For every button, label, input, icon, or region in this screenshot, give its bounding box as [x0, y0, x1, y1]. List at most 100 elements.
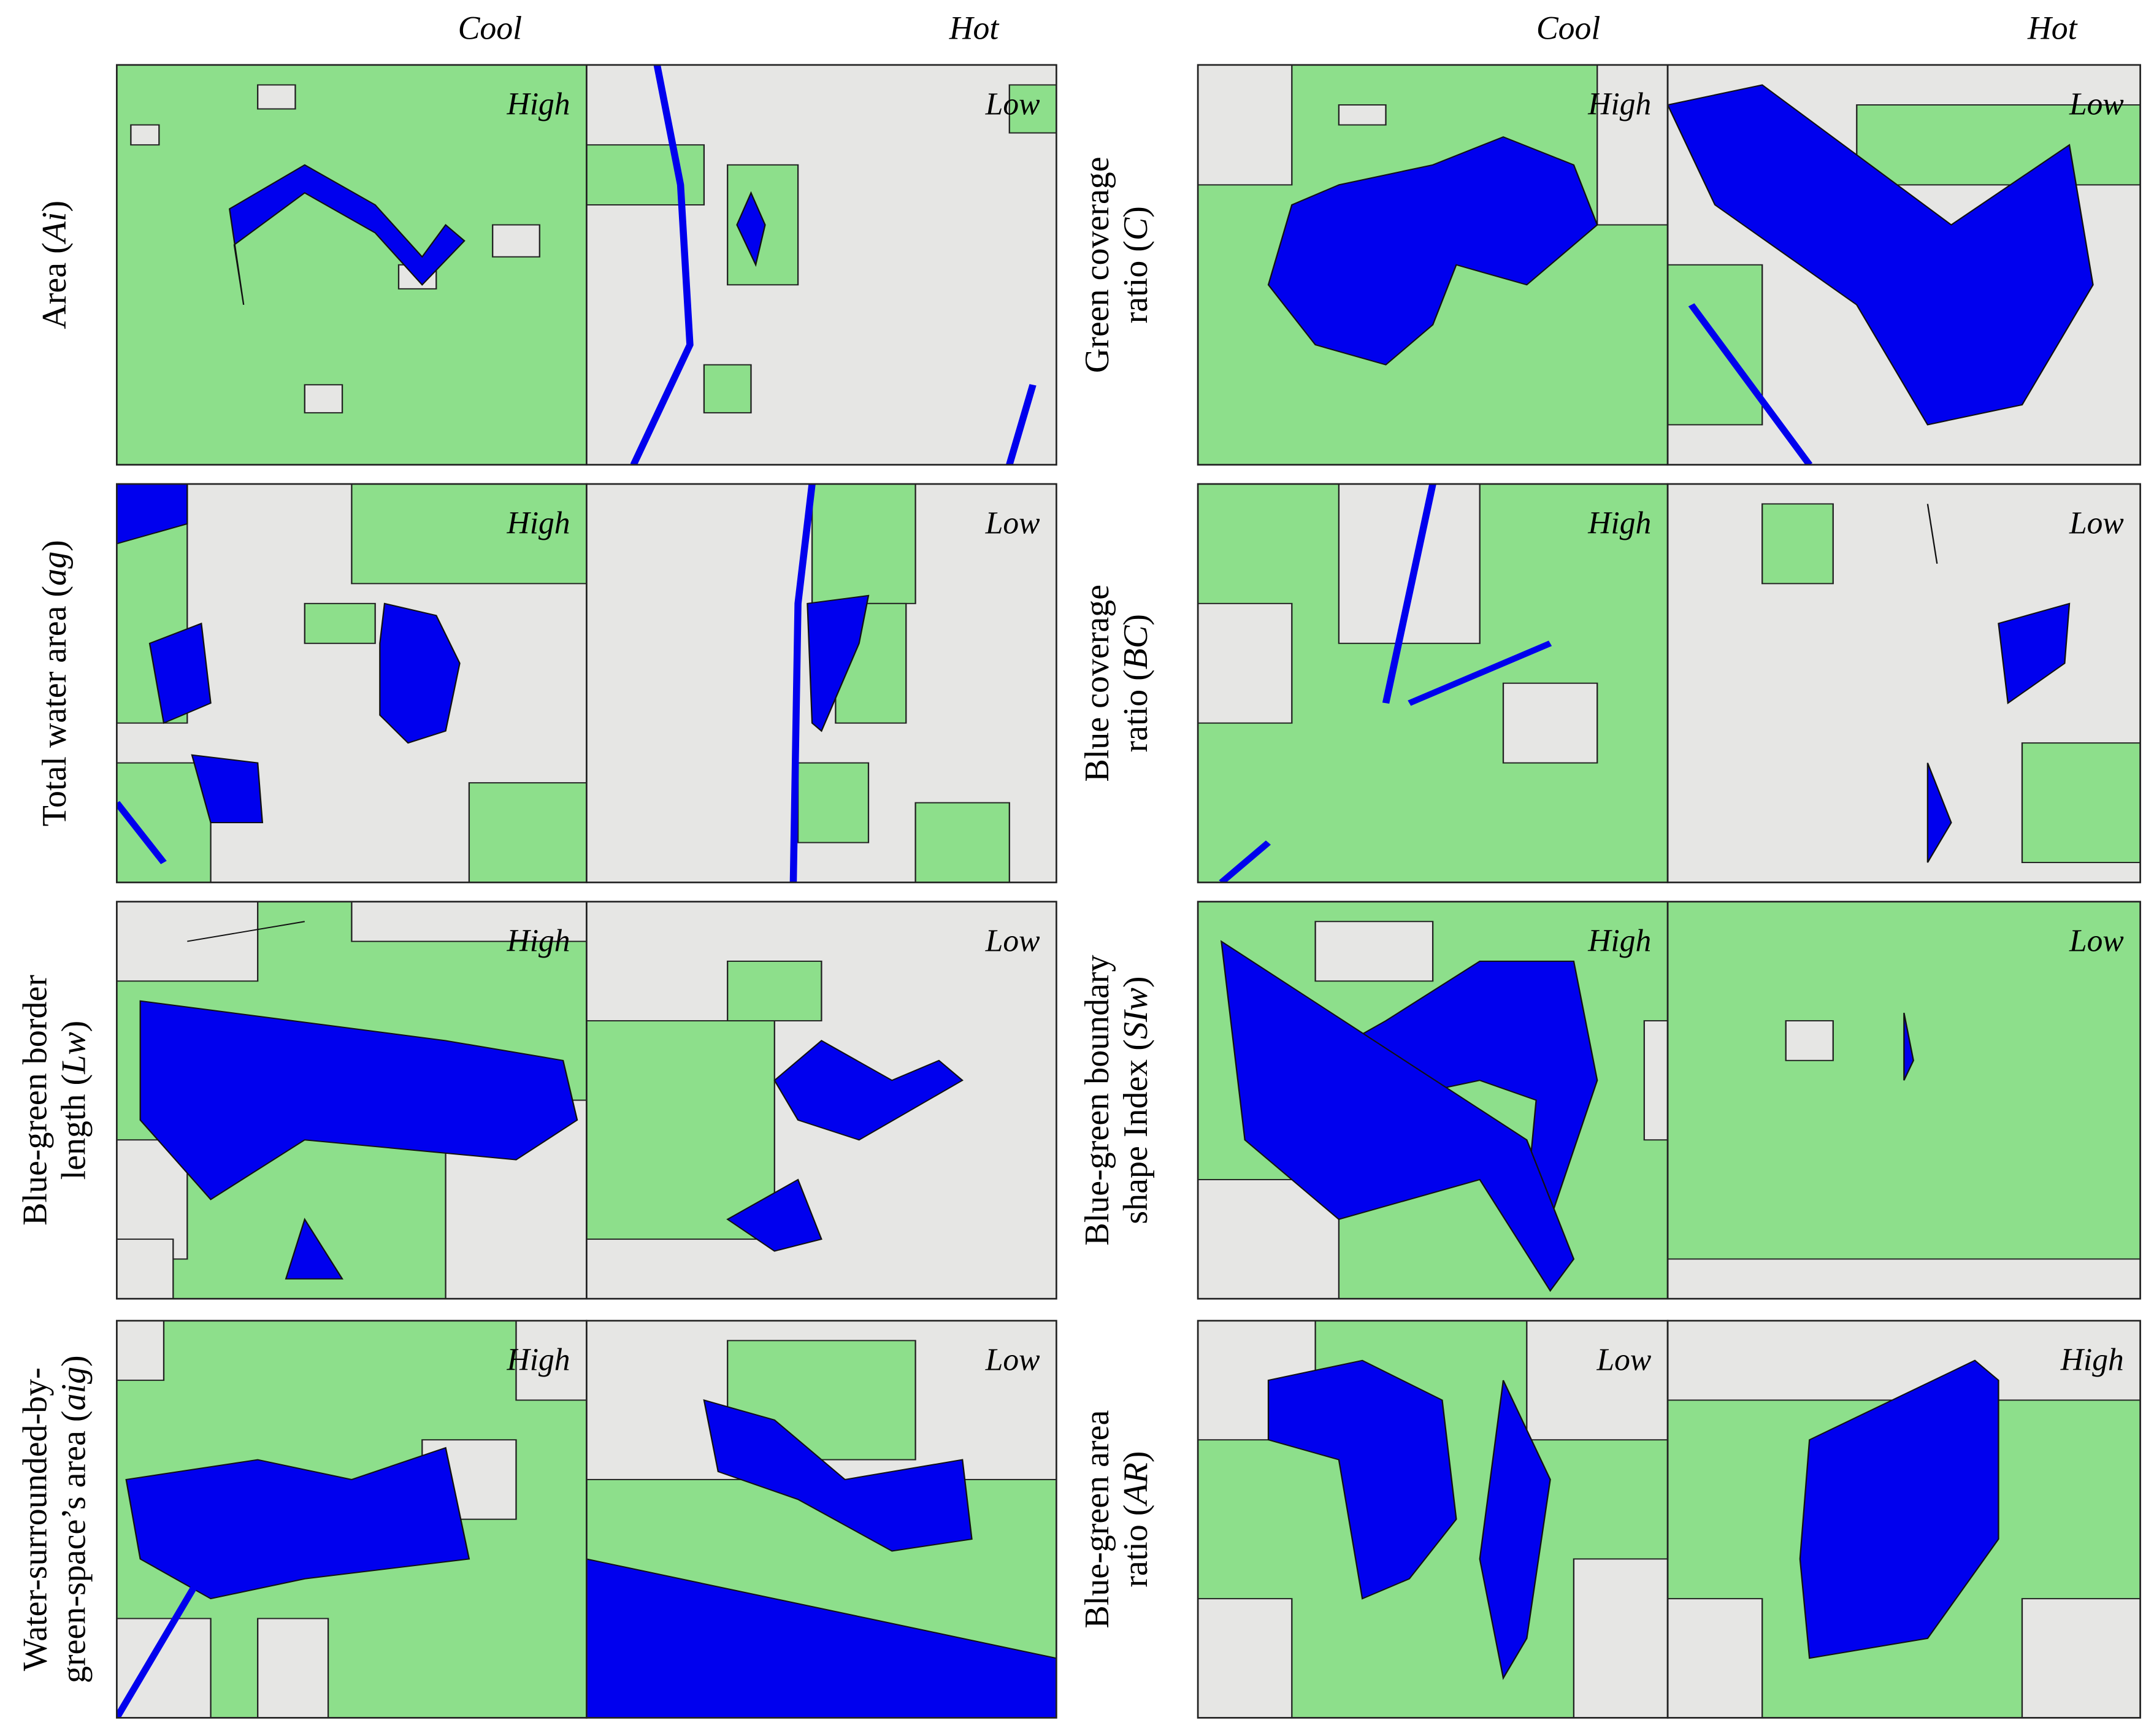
land-patch: [515, 1321, 587, 1401]
panel-frame: [1666, 1319, 2141, 1719]
water-body: [1267, 136, 1598, 366]
panel-tag: High: [1587, 924, 1651, 959]
river: [789, 483, 816, 883]
panel-tag: High: [507, 1343, 570, 1378]
water-body: [1799, 1359, 1999, 1659]
land-patch: [1668, 1258, 2141, 1299]
map-panel: [586, 64, 1057, 465]
water-body: [773, 1040, 964, 1141]
panel-frame: [1666, 483, 2141, 883]
row-label: Water-surrounded-by-: [17, 1367, 55, 1671]
land-patch: [1761, 503, 1834, 585]
panel-tag: Low: [1596, 1343, 1651, 1378]
land-patch: [257, 1618, 329, 1718]
panel-frame: [1666, 64, 2141, 466]
land-patch: [492, 224, 540, 258]
land-patch: [1198, 64, 1293, 186]
water-body: [703, 1399, 973, 1552]
row-label: Blue coverage: [1078, 585, 1116, 782]
land-patch: [1008, 84, 1057, 134]
panel-frame: [1666, 901, 2141, 1300]
column-header: Hot: [949, 9, 1000, 46]
land-patch: [586, 144, 705, 205]
river: [1382, 483, 1436, 704]
map-panel: [117, 483, 587, 883]
map-panel: [117, 64, 587, 465]
panel-frame: [586, 901, 1057, 1300]
land-patch: [1643, 1020, 1668, 1141]
column-header: Hot: [2027, 9, 2079, 46]
river: [1006, 384, 1037, 465]
water-body: [228, 164, 466, 305]
river: [117, 801, 167, 864]
panel-frame: [586, 64, 1057, 466]
water-body: [148, 622, 212, 724]
water-body: [726, 1178, 822, 1252]
panel-tag: Low: [985, 506, 1040, 541]
land-patch: [2021, 1598, 2141, 1718]
panel-background: [1668, 901, 2141, 1299]
land-patch: [304, 602, 376, 644]
row-label: shape Index (SIw): [1117, 976, 1155, 1224]
map-panel: [1198, 901, 1668, 1299]
row-label: Area (Ai): [36, 201, 74, 329]
row-label: Blue-green border: [17, 975, 55, 1226]
land-patch: [1338, 104, 1387, 126]
water-body: [191, 754, 264, 824]
water-body: [139, 1000, 578, 1200]
water-body: [736, 191, 766, 267]
map-panel: [1198, 483, 1668, 883]
water-body: [379, 602, 461, 744]
water-body: [1903, 1012, 1914, 1081]
land-patch: [1198, 1598, 1293, 1718]
row-label: Total water area (ag): [36, 540, 74, 826]
map-panel: [1198, 64, 1668, 465]
river: [1219, 840, 1271, 883]
water-body: [807, 594, 870, 732]
land-patch: [2021, 742, 2141, 864]
land-patch: [797, 762, 870, 843]
column-header: Cool: [458, 9, 523, 46]
land-patch: [468, 782, 587, 883]
panel-tag: High: [507, 86, 570, 121]
panel-background: [586, 64, 1057, 465]
land-patch: [1856, 104, 2141, 186]
panel-tag: Low: [2069, 86, 2124, 121]
land-patch: [811, 483, 916, 604]
panel-tag: High: [507, 924, 570, 959]
map-panel: [586, 483, 1057, 883]
row-label: ratio (AR): [1117, 1451, 1155, 1588]
panel-frame: [586, 483, 1057, 883]
row-label: green-space’s area (aig): [55, 1355, 93, 1683]
water-body: [1479, 1380, 1551, 1680]
water-body: [285, 1218, 343, 1280]
river: [1688, 303, 1813, 465]
land-patch: [1668, 264, 1763, 426]
row-label: length (Lw): [55, 1021, 93, 1180]
panel-tag: Low: [985, 1343, 1040, 1378]
water-body: [1267, 1359, 1457, 1600]
panel-frame: [586, 1319, 1057, 1719]
panel-tag: Low: [2069, 506, 2124, 541]
panel-tag: High: [2060, 1343, 2124, 1378]
land-patch: [586, 1020, 775, 1240]
land-patch: [351, 901, 587, 942]
panel-tag: Low: [985, 86, 1040, 121]
map-panel: [1668, 901, 2141, 1299]
panel-tag: Low: [985, 924, 1040, 959]
map-panel: [1668, 1321, 2141, 1718]
land-patch: [1314, 921, 1434, 982]
water-body: [1926, 762, 1952, 863]
map-panel: [1198, 1321, 1668, 1718]
land-patch: [1668, 1321, 2141, 1401]
map-panel: [117, 901, 587, 1299]
land-patch: [117, 901, 259, 982]
land-patch: [117, 1321, 165, 1381]
row-label: Blue-green boundary: [1078, 954, 1116, 1245]
water-body: [1998, 602, 2071, 705]
land-patch: [304, 384, 343, 413]
land-patch: [257, 84, 296, 110]
row-label: ratio (C): [1117, 206, 1155, 323]
